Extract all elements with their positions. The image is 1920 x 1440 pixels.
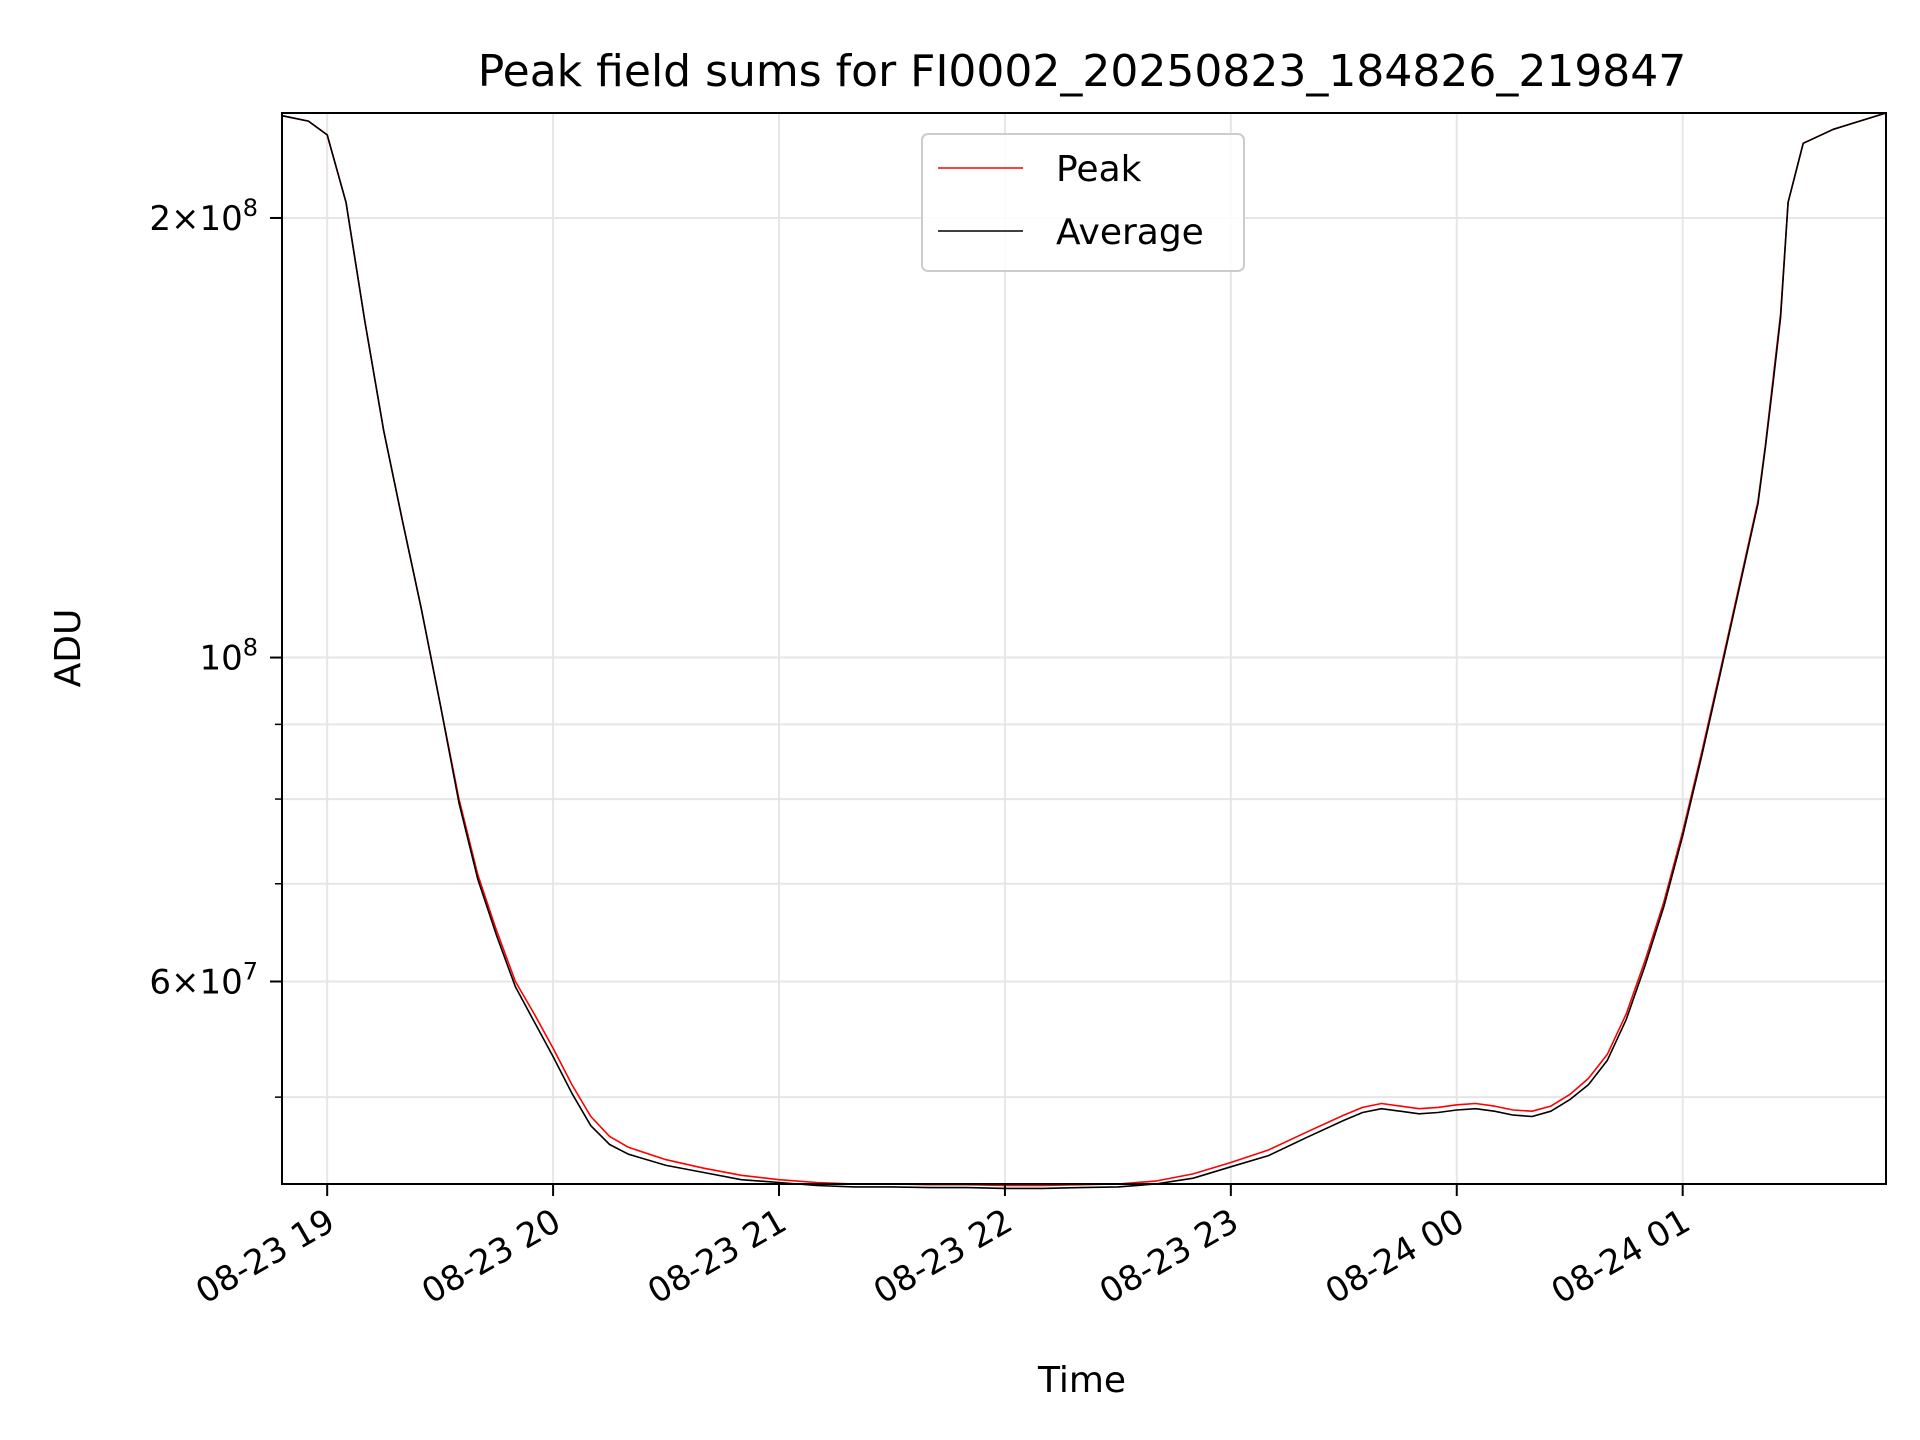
series-line-average (281, 112, 1887, 1190)
legend-label-average: Average (1056, 212, 1204, 253)
grid (282, 113, 1886, 1184)
y-tick-label: 6×107 (149, 958, 258, 1003)
x-axis-label: Time (1037, 1360, 1126, 1401)
legend-label-peak: Peak (1056, 149, 1142, 190)
y-axis-label: ADU (48, 609, 89, 688)
y-tick-label: 108 (199, 634, 258, 679)
series-lines (281, 112, 1887, 1190)
plot-frame (281, 112, 1887, 1185)
y-tick-label: 2×108 (149, 194, 258, 239)
series-line-peak (281, 112, 1887, 1187)
chart-title: Peak field sums for FI0002_20250823_1848… (478, 46, 1687, 97)
legend: Peak Average (921, 133, 1245, 272)
